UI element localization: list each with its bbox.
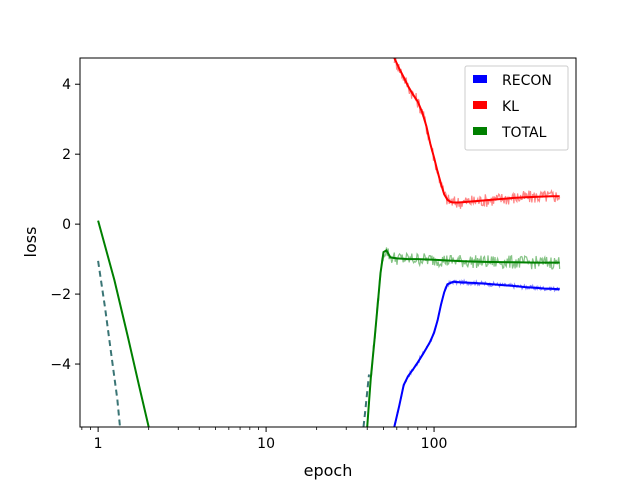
series-total-line <box>97 220 150 427</box>
y-tick-label-2: 0 <box>62 217 71 233</box>
series-aux-3-line <box>97 260 121 427</box>
axis-layer: 1 10 100 4 2 0 −2 −4 <box>50 77 447 452</box>
y-axis-label: loss <box>21 227 40 258</box>
x-axis-label: epoch <box>304 461 353 480</box>
legend-label-total: TOTAL <box>501 125 547 141</box>
legend-label-recon: RECON <box>502 73 552 89</box>
series-total-line-2 <box>366 249 560 427</box>
y-tick-label-4: −4 <box>50 357 71 373</box>
legend-swatch-recon <box>473 75 487 83</box>
y-tick-label-0: 4 <box>62 77 71 93</box>
legend-swatch-kl <box>473 101 487 109</box>
y-tick-label-1: 2 <box>62 147 71 163</box>
plot-frame <box>79 57 577 428</box>
legend-box <box>464 65 569 151</box>
series-kl-line <box>393 58 560 204</box>
x-tick-label-0: 1 <box>94 436 103 452</box>
y-tick-label-3: −2 <box>50 287 71 303</box>
series-aux-3-line-2 <box>362 374 370 427</box>
legend-swatch-total <box>473 127 487 135</box>
x-tick-label-1: 10 <box>257 436 275 452</box>
x-tick-label-2: 100 <box>421 436 448 452</box>
legend-label-kl: KL <box>502 99 519 115</box>
series-layer <box>97 58 561 427</box>
series-recon-line <box>393 280 560 427</box>
legend: RECON KL TOTAL <box>464 65 569 151</box>
